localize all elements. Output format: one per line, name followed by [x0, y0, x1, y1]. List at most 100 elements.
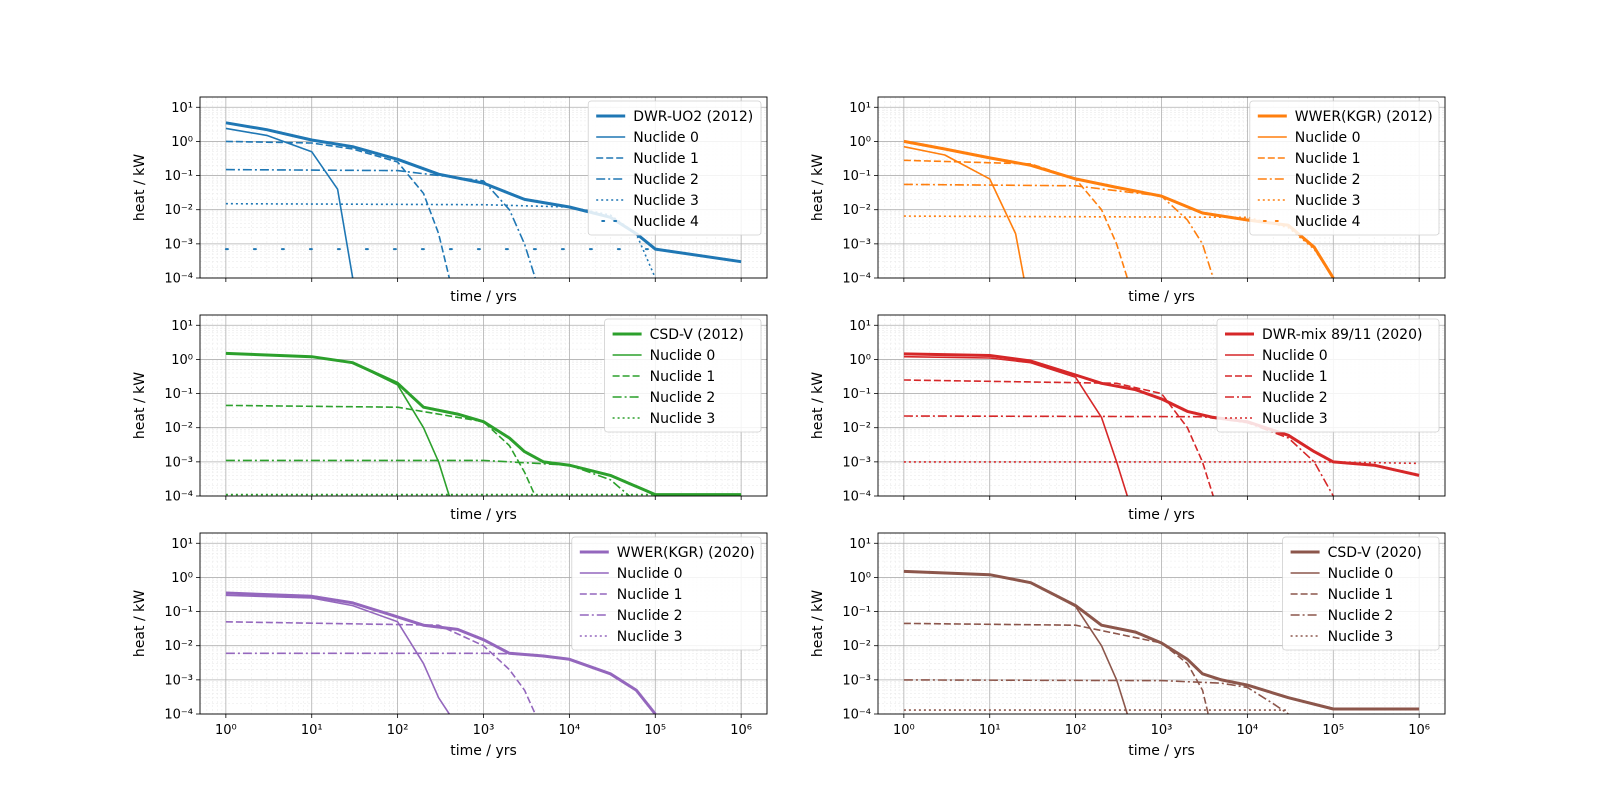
series-line: Nuclide 0 [225, 127, 354, 278]
legend-label: Nuclide 3 [1262, 411, 1328, 427]
x-axis-label: time / yrs [450, 507, 517, 523]
legend-label: Nuclide 1 [1262, 369, 1328, 385]
legend: WWER(KGR) (2012) Nuclide 0 Nuclide 1 Nuclid… [1249, 100, 1440, 236]
legend-label: Nuclide 1 [617, 587, 683, 603]
axes-frame [877, 314, 1446, 497]
axes-frame [877, 96, 1446, 279]
axes-frame [199, 314, 768, 497]
legend-label: Nuclide 1 [1328, 587, 1394, 603]
x-tick-label: 10⁵ [1322, 723, 1344, 738]
x-tick-label: 10² [387, 723, 409, 738]
x-tick-label: 10⁶ [730, 723, 752, 738]
legend-label: Nuclide 1 [1295, 151, 1361, 167]
x-tick-label: 10³ [473, 723, 495, 738]
y-tick-label: 10⁻⁴ [842, 272, 871, 287]
legend-label: Nuclide 4 [1295, 214, 1361, 230]
legend-label: Nuclide 2 [617, 608, 683, 624]
x-tick-label: 10⁴ [1236, 723, 1258, 738]
legend-label: Nuclide 2 [633, 172, 699, 188]
y-tick-label: 10⁰ [171, 571, 193, 586]
subplot-0: Nuclide 4 Nuclide 3 Nuclide 2 Nuclide 1 Nucl… [132, 96, 768, 305]
y-tick-label: 10⁻³ [842, 673, 871, 688]
legend: DWR-mix 89/11 (2020) Nuclide 0 Nuclide 1 Nu… [1216, 318, 1440, 433]
y-tick-label: 10⁻² [164, 639, 193, 654]
axes-frame [199, 532, 768, 715]
axes-frame [199, 96, 768, 279]
y-tick-label: 10⁻³ [842, 237, 871, 252]
legend-label: Nuclide 3 [633, 193, 699, 209]
y-tick-label: 10⁻³ [164, 455, 193, 470]
legend: DWR-UO2 (2012) Nuclide 0 Nuclide 1 Nuclide … [587, 100, 762, 236]
y-tick-label: 10⁻³ [164, 673, 193, 688]
legend: CSD-V (2020) Nuclide 0 Nuclide 1 Nuclide 2 N… [1282, 536, 1440, 651]
y-tick-label: 10⁻² [842, 421, 871, 436]
y-tick-label: 10⁻⁴ [164, 272, 193, 287]
legend-label: DWR-UO2 (2012) [633, 109, 753, 125]
legend-label: Nuclide 0 [633, 130, 699, 146]
y-tick-label: 10⁻⁴ [164, 708, 193, 723]
x-tick-label: 10⁶ [1408, 723, 1430, 738]
series-line: Nuclide 2 [903, 679, 1289, 714]
legend-label: Nuclide 4 [633, 214, 699, 230]
y-tick-label: 10¹ [171, 101, 193, 116]
legend-label: WWER(KGR) (2012) [1295, 109, 1433, 125]
legend-label: Nuclide 0 [1328, 566, 1394, 582]
x-tick-label: 10⁴ [558, 723, 580, 738]
legend-label: CSD-V (2020) [1328, 545, 1422, 561]
x-axis-label: time / yrs [1128, 289, 1195, 305]
x-tick-label: 10⁵ [644, 723, 666, 738]
y-tick-label: 10¹ [849, 537, 871, 552]
y-tick-label: 10⁻¹ [164, 605, 193, 620]
legend-label: Nuclide 0 [1295, 130, 1361, 146]
x-axis-label: time / yrs [450, 289, 517, 305]
y-tick-label: 10⁰ [849, 571, 871, 586]
y-tick-label: 10⁻³ [842, 455, 871, 470]
y-tick-label: 10¹ [849, 319, 871, 334]
legend-label: CSD-V (2012) [650, 327, 744, 343]
series-line: Nuclide 3 [903, 461, 1420, 465]
y-tick-label: 10⁰ [171, 353, 193, 368]
series-line: WWER(KGR) (2020) [225, 591, 657, 714]
y-axis-label: heat / kW [132, 372, 148, 439]
legend-label: Nuclide 1 [633, 151, 699, 167]
series-line: Nuclide 1 [225, 404, 536, 496]
legend-label: Nuclide 0 [1262, 348, 1328, 364]
y-tick-label: 10¹ [849, 101, 871, 116]
y-tick-label: 10⁰ [849, 353, 871, 368]
series-line: Nuclide 0 [903, 145, 1025, 278]
legend-label: Nuclide 0 [650, 348, 716, 364]
y-axis-label: heat / kW [132, 590, 148, 657]
x-tick-label: 10³ [1151, 723, 1173, 738]
legend-label: Nuclide 3 [617, 629, 683, 645]
series-line: Nuclide 0 [903, 355, 1129, 496]
y-axis-label: heat / kW [810, 590, 826, 657]
legend-box [1249, 100, 1440, 236]
series-line: CSD-V (2020) [903, 569, 1420, 711]
series-line: Nuclide 2 [225, 168, 536, 278]
y-tick-label: 10⁻⁴ [164, 490, 193, 505]
x-axis-label: time / yrs [450, 743, 517, 759]
legend-box [571, 536, 762, 651]
series-line: CSD-V (2012) [225, 351, 742, 496]
y-tick-label: 10⁻² [164, 421, 193, 436]
series-line: Nuclide 1 [903, 379, 1214, 496]
legend-label: Nuclide 1 [650, 369, 716, 385]
legend-label: WWER(KGR) (2020) [617, 545, 755, 561]
y-tick-label: 10⁻² [164, 203, 193, 218]
legend-label: DWR-mix 89/11 (2020) [1262, 327, 1422, 343]
y-tick-label: 10⁻⁴ [842, 490, 871, 505]
y-tick-label: 10⁻¹ [164, 387, 193, 402]
legend-label: Nuclide 3 [650, 411, 716, 427]
y-tick-label: 10⁻¹ [842, 169, 871, 184]
x-tick-label: 10⁰ [893, 723, 915, 738]
y-tick-label: 10⁰ [849, 135, 871, 150]
legend-label: Nuclide 3 [1328, 629, 1394, 645]
y-tick-label: 10⁻³ [164, 237, 193, 252]
x-tick-label: 10² [1065, 723, 1087, 738]
y-tick-label: 10⁻² [842, 639, 871, 654]
